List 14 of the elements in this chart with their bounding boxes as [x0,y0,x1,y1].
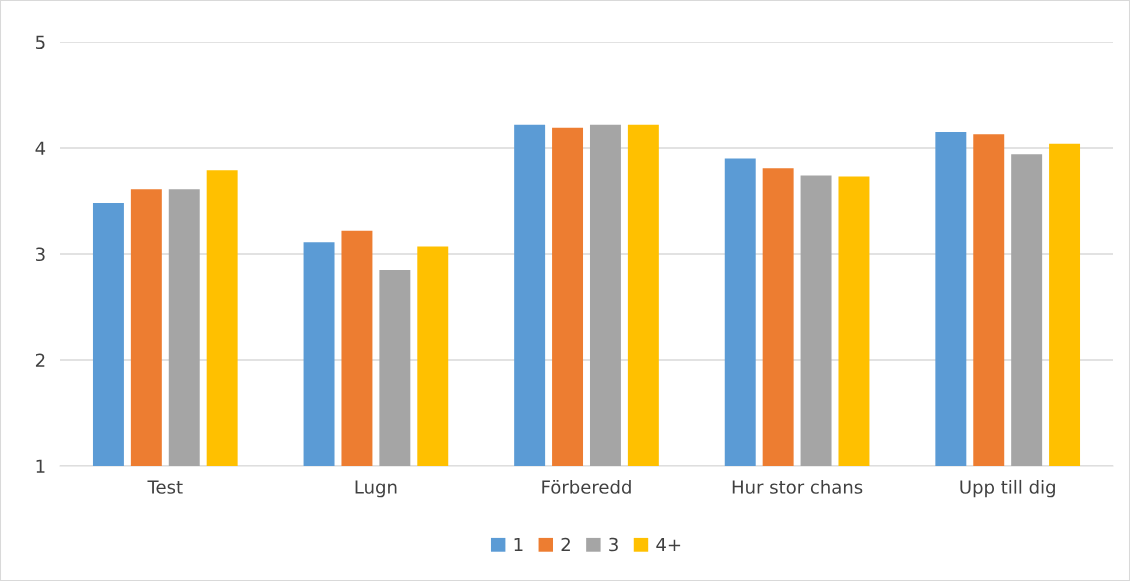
y-tick-label: 4 [35,141,46,155]
x-tick-label: Test [147,480,183,494]
y-tick-label: 5 [36,35,45,50]
legend-label: 2 [561,537,570,552]
x-tick-label: Lugn [355,480,397,498]
y-tick-label: 3 [36,247,45,262]
legend-label: 4+ [656,537,681,552]
x-tick-label: Upp till dig [960,479,1055,498]
y-tick-label: 2 [35,353,45,367]
legend-label: 1 [514,537,523,552]
x-tick-label: Förberedd [542,479,631,494]
legend-label: 3 [609,537,618,552]
y-tick-label: 1 [36,459,45,473]
x-tick-label: Hur stor chans [732,479,863,494]
